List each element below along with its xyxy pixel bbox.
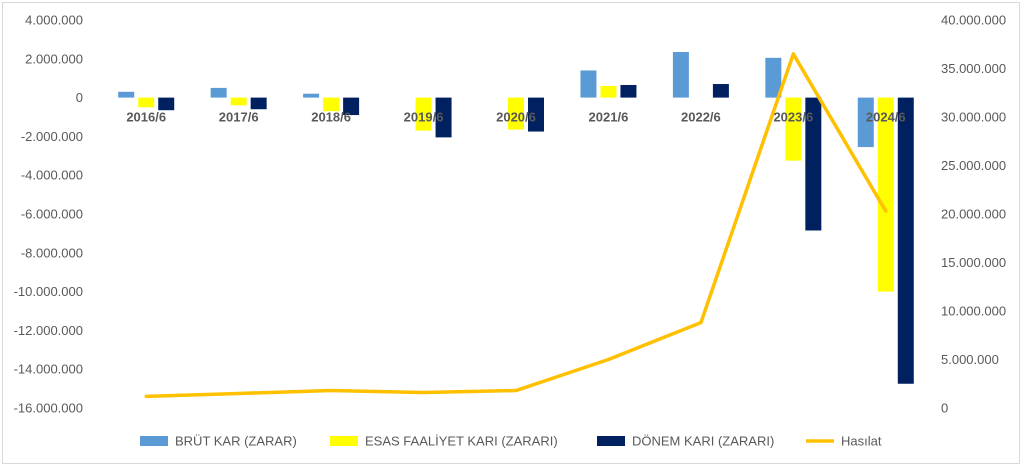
category-label: 2019/6 (404, 110, 444, 125)
bar-2-2017/6 (230, 97, 247, 106)
y2-tick-label: 40.000.000 (941, 13, 1006, 28)
y-tick-label: -4.000.000 (21, 168, 83, 183)
category-label: 2020/6 (496, 110, 536, 125)
category-label: 2018/6 (311, 110, 351, 125)
bar-1-2016/6 (118, 91, 135, 98)
y-tick-label: -14.000.000 (14, 362, 83, 377)
legend-swatch (140, 436, 168, 446)
bar-1-2018/6 (303, 93, 320, 98)
legend-label: DÖNEM KARI (ZARARI) (632, 434, 774, 449)
y-tick-label: -2.000.000 (21, 129, 83, 144)
y-tick-label: -10.000.000 (14, 284, 83, 299)
bar-2-2019/6 (415, 97, 432, 131)
left-axis-ticks: 4.000.000 2.000.000 0 -2.000.000 -4.000.000 -… (14, 13, 83, 416)
category-label: 2016/6 (126, 110, 166, 125)
y-tick-label: -16.000.000 (14, 401, 83, 416)
bar-2-2016/6 (138, 97, 155, 108)
bar-2-2018/6 (323, 97, 340, 112)
bar-3-2017/6 (250, 97, 267, 110)
bar-3-2016/6 (158, 97, 175, 111)
legend-swatch (330, 436, 358, 446)
bar-2-2020/6 (508, 97, 524, 130)
category-label: 2022/6 (681, 110, 721, 125)
category-labels: 2016/6 2017/6 2018/6 2019/6 2020/6 2021/6 2022… (126, 110, 905, 125)
category-label: 2017/6 (219, 110, 259, 125)
y-tick-label: -6.000.000 (21, 207, 83, 222)
y2-tick-label: 10.000.000 (941, 304, 1006, 319)
right-axis-ticks: 40.000.000 35.000.000 30.000.000 25.000.000… (941, 13, 1006, 416)
line-layer (144, 52, 888, 399)
legend-swatch (597, 436, 625, 446)
legend-label: Hasılat (841, 434, 882, 449)
bar-1-2022/6 (672, 52, 689, 98)
y2-tick-label: 15.000.000 (941, 255, 1006, 270)
bar-3-2018/6 (343, 97, 360, 116)
bar-1-2021/6 (580, 70, 597, 98)
y2-tick-label: 20.000.000 (941, 207, 1006, 222)
bar-3-2022/6 (712, 84, 729, 98)
bars-layer (118, 52, 914, 384)
y-tick-label: -12.000.000 (14, 323, 83, 338)
y-tick-label: 4.000.000 (25, 13, 83, 28)
bar-3-2023/6 (805, 97, 822, 231)
y2-tick-label: 5.000.000 (941, 352, 999, 367)
y-tick-label: -8.000.000 (21, 245, 83, 260)
y2-tick-label: 35.000.000 (941, 61, 1006, 76)
legend-label: BRÜT KAR (ZARAR) (175, 434, 297, 449)
y-tick-label: 2.000.000 (25, 51, 83, 66)
bar-3-2021/6 (620, 84, 637, 98)
bar-2-2021/6 (600, 85, 617, 98)
category-label: 2021/6 (589, 110, 629, 125)
bar-1-2024/6 (857, 97, 874, 148)
bar-3-2020/6 (528, 97, 544, 132)
bar-3-2024/6 (897, 97, 914, 384)
y2-tick-label: 25.000.000 (941, 158, 1006, 173)
legend: BRÜT KAR (ZARAR) ESAS FAALİYET KARI (ZARA… (140, 434, 882, 449)
y2-tick-label: 0 (941, 401, 948, 416)
category-label: 2023/6 (773, 110, 813, 125)
bar-3-2019/6 (435, 97, 452, 138)
bar-2-2024/6 (877, 97, 894, 292)
legend-label: ESAS FAALİYET KARI (ZARARI) (365, 434, 558, 449)
line-series-hasilat (144, 52, 888, 399)
bar-2-2023/6 (785, 97, 802, 161)
y-tick-label: 0 (76, 90, 83, 105)
bar-1-2023/6 (765, 57, 782, 98)
category-label: 2024/6 (866, 110, 906, 125)
bar-1-2017/6 (210, 87, 227, 98)
y2-tick-label: 30.000.000 (941, 110, 1006, 125)
